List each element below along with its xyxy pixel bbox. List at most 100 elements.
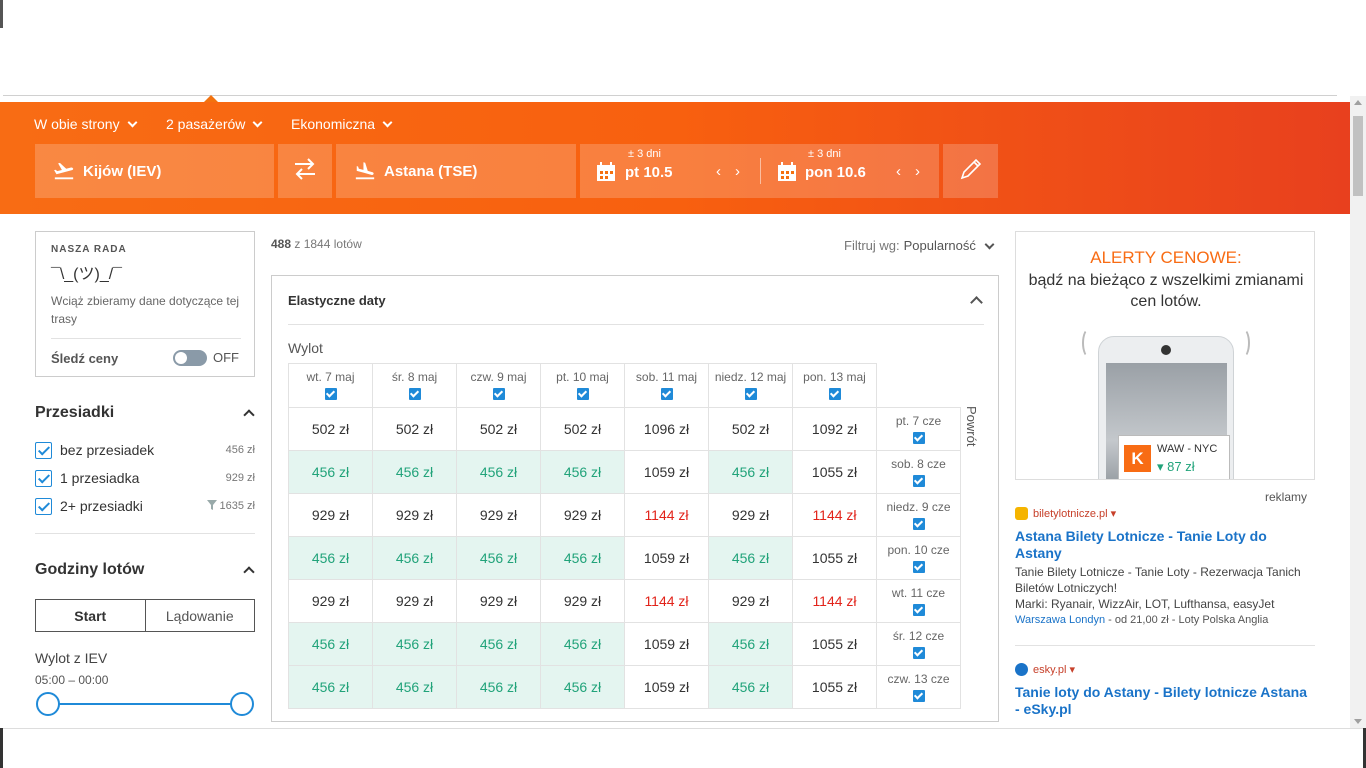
price-cell[interactable]: 929 zł	[708, 493, 793, 537]
checkbox-checked[interactable]	[35, 442, 52, 459]
tab-start[interactable]: Start	[36, 600, 146, 631]
ad-source[interactable]: biletylotnicze.pl ▾	[1015, 507, 1116, 520]
price-cell[interactable]: 929 zł	[540, 493, 625, 537]
price-cell[interactable]: 1059 zł	[624, 450, 709, 494]
price-cell[interactable]: 456 zł	[708, 665, 793, 709]
price-cell[interactable]: 1144 zł	[624, 493, 709, 537]
price-cell[interactable]: 1059 zł	[624, 536, 709, 580]
cabin-dropdown[interactable]: Ekonomiczna	[291, 116, 393, 132]
price-cell[interactable]: 502 zł	[540, 407, 625, 451]
return-date-row-header[interactable]: niedz. 9 cze	[876, 493, 961, 537]
price-cell[interactable]: 929 zł	[288, 579, 373, 623]
price-cell[interactable]: 1144 zł	[792, 493, 877, 537]
depart-prev-arrow[interactable]: ‹	[716, 163, 721, 180]
price-cell[interactable]: 1055 zł	[792, 536, 877, 580]
ad-sitelink[interactable]: Warszawa Londyn	[1015, 614, 1106, 626]
price-cell[interactable]: 1055 zł	[792, 665, 877, 709]
price-cell[interactable]: 929 zł	[456, 579, 541, 623]
departure-date-column[interactable]: niedz. 12 maj	[708, 363, 793, 408]
return-date-row-header[interactable]: śr. 12 cze	[876, 622, 961, 666]
price-cell[interactable]: 502 zł	[288, 407, 373, 451]
price-cell[interactable]: 456 zł	[456, 536, 541, 580]
ad-source[interactable]: esky.pl ▾	[1015, 663, 1075, 676]
departure-date-column[interactable]: śr. 8 maj	[372, 363, 457, 408]
filter-nonstop[interactable]: bez przesiadek 456 zł	[35, 441, 255, 461]
departure-date-column[interactable]: wt. 7 maj	[288, 363, 373, 408]
checkbox-checked[interactable]	[912, 647, 925, 659]
return-date-row-header[interactable]: pt. 7 cze	[876, 407, 961, 451]
page-scrollbar[interactable]	[1350, 96, 1366, 728]
departure-date-column[interactable]: czw. 9 maj	[456, 363, 541, 408]
price-cell[interactable]: 456 zł	[708, 622, 793, 666]
slider-handle-start[interactable]	[36, 692, 60, 716]
price-cell[interactable]: 1144 zł	[624, 579, 709, 623]
price-cell[interactable]: 1144 zł	[792, 579, 877, 623]
track-prices-toggle[interactable]	[173, 350, 207, 366]
price-cell[interactable]: 456 zł	[540, 450, 625, 494]
checkbox-checked[interactable]	[35, 498, 52, 515]
departure-date-column[interactable]: sob. 11 maj	[624, 363, 709, 408]
price-cell[interactable]: 1092 zł	[792, 407, 877, 451]
ad-title-link[interactable]: Astana Bilety Lotnicze - Tanie Loty do A…	[1015, 528, 1267, 561]
scroll-up-arrow[interactable]	[1354, 100, 1362, 105]
ad-title-link[interactable]: Tanie loty do Astany - Bilety lotnicze A…	[1015, 684, 1307, 717]
time-slider-track[interactable]	[48, 703, 242, 705]
price-cell[interactable]: 456 zł	[456, 622, 541, 666]
price-cell[interactable]: 456 zł	[288, 536, 373, 580]
checkbox-checked[interactable]	[35, 470, 52, 487]
price-cell[interactable]: 502 zł	[372, 407, 457, 451]
price-cell[interactable]: 456 zł	[708, 450, 793, 494]
price-cell[interactable]: 456 zł	[372, 536, 457, 580]
price-cell[interactable]: 456 zł	[288, 665, 373, 709]
chevron-up-icon[interactable]	[970, 296, 983, 309]
return-date-row-header[interactable]: sob. 8 cze	[876, 450, 961, 494]
edit-search-button[interactable]	[943, 144, 998, 198]
checkbox-checked[interactable]	[912, 432, 925, 444]
return-date-row-header[interactable]: czw. 13 cze	[876, 665, 961, 709]
checkbox-checked[interactable]	[828, 388, 841, 400]
price-cell[interactable]: 456 zł	[372, 450, 457, 494]
price-cell[interactable]: 929 zł	[708, 579, 793, 623]
return-date-field[interactable]: ± 3 dni pon 10.6 ‹ ›	[761, 144, 939, 198]
price-alert-banner[interactable]: ALERTY CENOWE: bądź na bieżąco z wszelki…	[1015, 231, 1315, 480]
trip-type-dropdown[interactable]: W obie strony	[34, 116, 138, 132]
price-cell[interactable]: 1055 zł	[792, 622, 877, 666]
price-cell[interactable]: 1096 zł	[624, 407, 709, 451]
price-cell[interactable]: 929 zł	[288, 493, 373, 537]
price-cell[interactable]: 456 zł	[456, 450, 541, 494]
return-date-row-header[interactable]: wt. 11 cze	[876, 579, 961, 623]
price-cell[interactable]: 456 zł	[708, 536, 793, 580]
checkbox-checked[interactable]	[576, 388, 589, 400]
price-cell[interactable]: 456 zł	[288, 450, 373, 494]
depart-next-arrow[interactable]: ›	[735, 163, 740, 180]
price-cell[interactable]: 1055 zł	[792, 450, 877, 494]
chevron-up-icon[interactable]	[243, 409, 255, 421]
filter-two-plus-stops[interactable]: 2+ przesiadki 1635 zł	[35, 497, 255, 517]
checkbox-checked[interactable]	[492, 388, 505, 400]
depart-date-field[interactable]: ± 3 dni pt 10.5 ‹ ›	[580, 144, 760, 198]
price-cell[interactable]: 929 zł	[372, 579, 457, 623]
price-cell[interactable]: 502 zł	[456, 407, 541, 451]
passengers-dropdown[interactable]: 2 pasażerów	[166, 116, 263, 132]
checkbox-checked[interactable]	[912, 561, 925, 573]
checkbox-checked[interactable]	[912, 690, 925, 702]
price-cell[interactable]: 1059 zł	[624, 622, 709, 666]
origin-field[interactable]: Kijów (IEV)	[35, 144, 274, 198]
price-cell[interactable]: 456 zł	[540, 536, 625, 580]
checkbox-checked[interactable]	[660, 388, 673, 400]
chevron-up-icon[interactable]	[243, 566, 255, 578]
price-cell[interactable]: 456 zł	[372, 665, 457, 709]
sort-dropdown[interactable]: Filtruj wg: Popularność	[844, 238, 995, 253]
return-next-arrow[interactable]: ›	[915, 163, 920, 180]
checkbox-checked[interactable]	[912, 475, 925, 487]
filter-one-stop[interactable]: 1 przesiadka 929 zł	[35, 469, 255, 489]
price-cell[interactable]: 929 zł	[540, 579, 625, 623]
price-cell[interactable]: 456 zł	[540, 665, 625, 709]
price-cell[interactable]: 502 zł	[708, 407, 793, 451]
checkbox-checked[interactable]	[408, 388, 421, 400]
slider-handle-end[interactable]	[230, 692, 254, 716]
checkbox-checked[interactable]	[912, 604, 925, 616]
checkbox-checked[interactable]	[744, 388, 757, 400]
swap-button[interactable]	[278, 144, 332, 198]
departure-date-column[interactable]: pt. 10 maj	[540, 363, 625, 408]
